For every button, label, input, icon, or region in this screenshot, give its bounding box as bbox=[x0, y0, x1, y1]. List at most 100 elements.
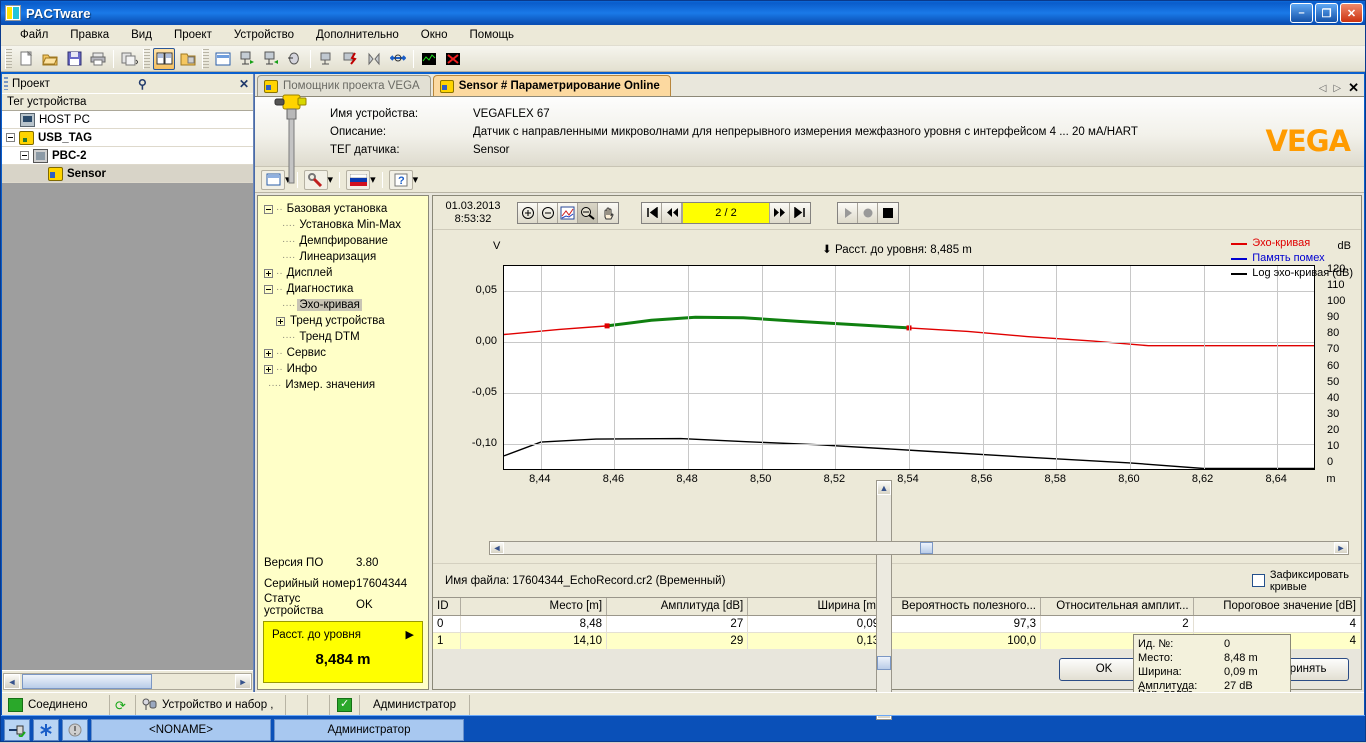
open-file-icon[interactable] bbox=[39, 48, 61, 70]
toolbar-grip-3[interactable] bbox=[202, 48, 209, 69]
nav-item-info[interactable]: ·· Инфо bbox=[262, 361, 428, 377]
fix-curves-checkbox[interactable] bbox=[1251, 574, 1265, 587]
tab-sensor-online-parameterization[interactable]: Sensor # Параметрирование Online bbox=[432, 75, 671, 96]
toolbar-grip-2[interactable] bbox=[143, 48, 150, 69]
expander-plus-icon[interactable] bbox=[264, 364, 273, 374]
panel-close-icon[interactable]: ✕ bbox=[238, 76, 249, 91]
zoom-out-icon[interactable] bbox=[538, 202, 558, 223]
pan-hand-icon[interactable] bbox=[598, 202, 618, 223]
save-icon[interactable] bbox=[63, 48, 85, 70]
quick-star-icon[interactable] bbox=[33, 718, 59, 741]
col-place[interactable]: Место [m] bbox=[460, 598, 608, 616]
disconnect-device-icon[interactable] bbox=[260, 48, 282, 70]
language-button[interactable] bbox=[346, 169, 371, 190]
nav-item-basic-setup[interactable]: ·· Базовая установка bbox=[262, 201, 428, 217]
print-preview-icon[interactable] bbox=[118, 48, 140, 70]
last-record-icon[interactable] bbox=[790, 202, 810, 223]
help-caret-icon[interactable]: ▾ bbox=[412, 174, 419, 186]
tab-scroll-left-icon[interactable]: ◁ bbox=[1318, 82, 1327, 94]
play-icon[interactable] bbox=[838, 202, 858, 223]
menu-item-edit[interactable]: Правка bbox=[70, 29, 110, 41]
upload-params-icon[interactable] bbox=[315, 48, 337, 70]
expander-plus-icon[interactable] bbox=[276, 316, 285, 326]
close-button[interactable]: ✕ bbox=[1340, 3, 1363, 23]
scroll-thumb[interactable] bbox=[22, 674, 152, 689]
pin-icon[interactable]: ⚲ bbox=[138, 76, 147, 91]
nav-item-min-max[interactable]: ···· Установка Min-Max bbox=[262, 217, 428, 233]
expander-minus-icon[interactable] bbox=[264, 204, 273, 214]
start-trend-icon[interactable] bbox=[418, 48, 440, 70]
tab-close-icon[interactable]: ✕ bbox=[1348, 80, 1359, 95]
menu-item-project[interactable]: Проект bbox=[173, 29, 212, 41]
nav-item-service[interactable]: ·· Сервис bbox=[262, 345, 428, 361]
scroll-left-icon[interactable]: ◄ bbox=[4, 674, 20, 689]
maximize-button[interactable]: ❐ bbox=[1315, 3, 1338, 23]
menu-item-extras[interactable]: Дополнительно bbox=[316, 29, 399, 41]
vscroll-thumb[interactable] bbox=[877, 656, 891, 670]
nav-item-measured-values[interactable]: ···· Измер. значения bbox=[262, 377, 428, 393]
col-rel-amplitude[interactable]: Относительная амплит... bbox=[1040, 598, 1194, 616]
col-id[interactable]: ID bbox=[433, 598, 461, 616]
first-record-icon[interactable] bbox=[642, 202, 662, 223]
download-params-icon[interactable] bbox=[339, 48, 361, 70]
tab-project-assistant[interactable]: Помощник проекта VEGA bbox=[257, 75, 431, 96]
expander-minus-icon[interactable] bbox=[20, 151, 29, 160]
menu-item-view[interactable]: Вид bbox=[131, 29, 152, 41]
chart-vscrollbar[interactable]: ▲ ▼ bbox=[876, 480, 892, 720]
expander-plus-icon[interactable] bbox=[264, 268, 273, 278]
echo-curve-plot[interactable] bbox=[503, 265, 1315, 470]
nav-item-echo-curve[interactable]: ···· Эхо-кривая bbox=[262, 297, 428, 313]
dtm-window-icon[interactable] bbox=[212, 48, 234, 70]
menu-item-window[interactable]: Окно bbox=[420, 29, 448, 41]
col-probability[interactable]: Вероятность полезного... bbox=[883, 598, 1041, 616]
stop-icon[interactable] bbox=[878, 202, 898, 223]
measured-values-icon[interactable] bbox=[387, 48, 409, 70]
device-data-icon[interactable] bbox=[284, 48, 306, 70]
quick-alert-icon[interactable] bbox=[62, 718, 88, 741]
taskbar-item-noname[interactable]: <NONAME> bbox=[91, 718, 271, 741]
nav-item-device-trend[interactable]: Тренд устройства bbox=[262, 313, 428, 329]
language-caret-icon[interactable]: ▾ bbox=[370, 174, 376, 186]
compare-params-icon[interactable] bbox=[363, 48, 385, 70]
zoom-in-icon[interactable] bbox=[518, 202, 538, 223]
prev-record-icon[interactable] bbox=[662, 202, 682, 223]
project-view-icon[interactable] bbox=[153, 47, 175, 70]
tree-node-host-pc[interactable]: HOST PC bbox=[2, 111, 253, 129]
fix-curves-checkbox-group[interactable]: Зафиксировать кривые bbox=[1251, 569, 1349, 593]
help-button[interactable]: ? bbox=[388, 169, 413, 190]
next-record-icon[interactable] bbox=[770, 202, 790, 223]
table-row[interactable]: 0 8,48 27 0,09 97,3 2 4 bbox=[433, 615, 1362, 633]
menu-item-device[interactable]: Устройство bbox=[233, 29, 295, 41]
print-icon[interactable] bbox=[87, 48, 109, 70]
tools-button[interactable] bbox=[303, 169, 328, 190]
scroll-right-icon[interactable]: ► bbox=[235, 674, 251, 689]
curve-fit-icon[interactable] bbox=[558, 202, 578, 223]
minimize-button[interactable]: – bbox=[1290, 3, 1313, 23]
hscroll-thumb[interactable] bbox=[920, 542, 933, 554]
expander-minus-icon[interactable] bbox=[264, 284, 273, 294]
tree-node-usb-tag[interactable]: USB_TAG bbox=[2, 129, 253, 147]
tab-scroll-right-icon[interactable]: ▷ bbox=[1333, 82, 1342, 94]
panel-grip[interactable] bbox=[4, 77, 8, 90]
new-file-icon[interactable] bbox=[15, 48, 37, 70]
level-box-arrow-icon[interactable]: ▶ bbox=[405, 629, 414, 641]
menu-item-help[interactable]: Помощь bbox=[469, 29, 514, 41]
nav-item-linearization[interactable]: ···· Линеаризация bbox=[262, 249, 428, 265]
device-catalog-icon[interactable] bbox=[177, 48, 199, 70]
nav-item-damping[interactable]: ···· Демпфирование bbox=[262, 233, 428, 249]
level-distance-box[interactable]: Расст. до уровня ▶ 8,484 m bbox=[263, 621, 423, 683]
project-hscrollbar[interactable]: ◄ ► bbox=[3, 673, 252, 690]
tree-node-sensor[interactable]: Sensor bbox=[2, 165, 253, 183]
zoom-area-icon[interactable] bbox=[578, 202, 598, 223]
expander-minus-icon[interactable] bbox=[6, 133, 15, 142]
nav-item-display[interactable]: ·· Дисплей bbox=[262, 265, 428, 281]
menu-item-file[interactable]: Файл bbox=[20, 29, 49, 41]
tools-caret-icon[interactable]: ▾ bbox=[327, 174, 334, 186]
col-width[interactable]: Ширина [m] bbox=[747, 598, 885, 616]
record-icon[interactable] bbox=[858, 202, 878, 223]
nav-item-dtm-trend[interactable]: ···· Тренд DTM bbox=[262, 329, 428, 345]
layout-caret-icon[interactable]: ▾ bbox=[285, 174, 291, 186]
col-threshold[interactable]: Пороговое значение [dB] bbox=[1193, 598, 1362, 616]
connect-device-icon[interactable] bbox=[236, 48, 258, 70]
scroll-up-icon[interactable]: ▲ bbox=[877, 481, 891, 495]
